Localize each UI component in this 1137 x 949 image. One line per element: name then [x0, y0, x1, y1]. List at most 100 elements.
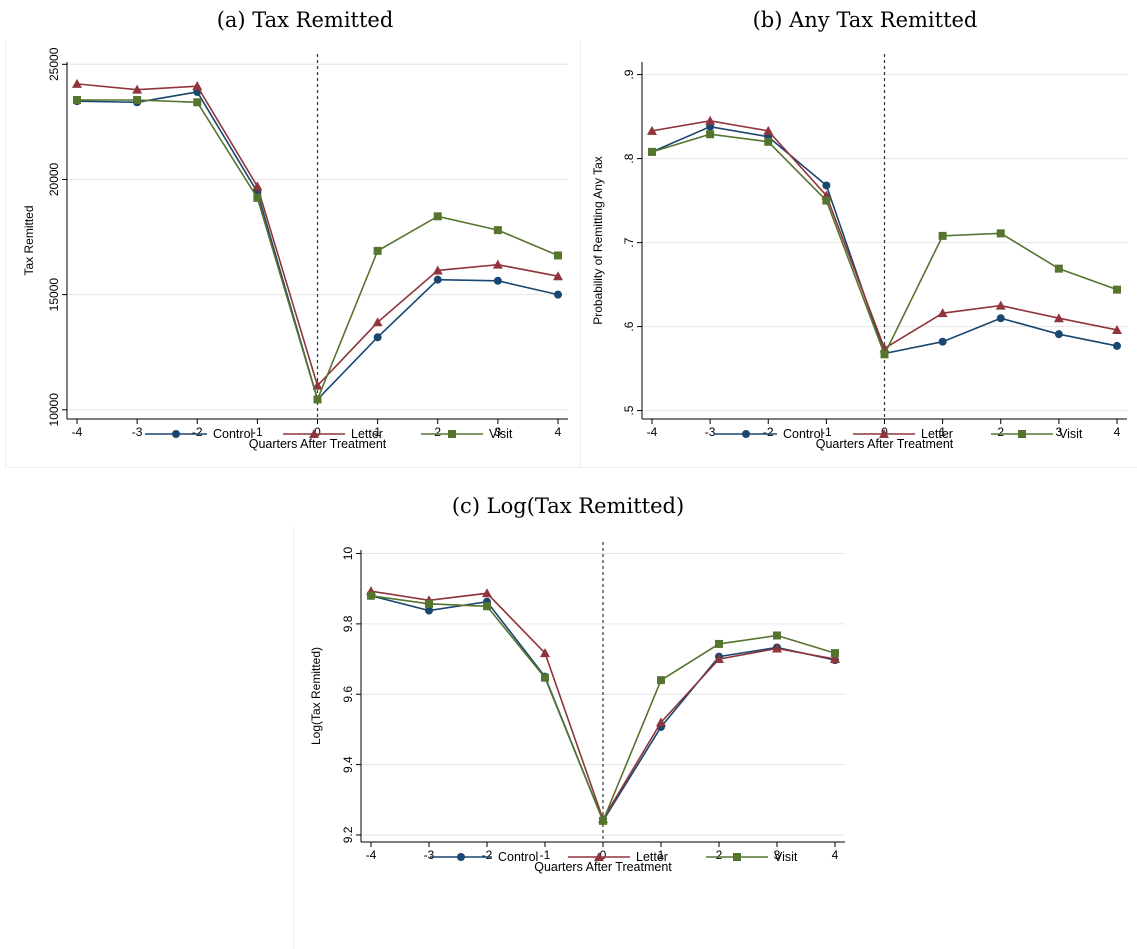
y-tick-label: .5: [622, 405, 636, 415]
legend-label-visit: Visit: [489, 427, 513, 441]
x-axis-title: Quarters After Treatment: [249, 437, 387, 451]
data-point-visit: [73, 96, 81, 105]
y-axis-title: Probability of Remitting Any Tax: [591, 156, 605, 325]
x-tick-label: 0: [600, 848, 607, 862]
legend-marker-visit: [1018, 430, 1026, 438]
x-tick-label: 3: [774, 848, 781, 862]
data-point-visit: [706, 130, 715, 139]
data-point-visit: [367, 591, 375, 600]
x-tick-label: -4: [647, 425, 658, 439]
data-point-visit: [433, 212, 442, 221]
x-tick-label: -1: [252, 425, 263, 439]
legend-label-letter: Letter: [921, 427, 953, 441]
y-tick-label: 15000: [47, 278, 61, 312]
y-tick-label: .8: [622, 153, 636, 163]
data-point-letter: [312, 380, 323, 390]
data-point-control: [1054, 330, 1063, 339]
x-tick-label: -4: [366, 848, 377, 862]
data-point-control: [433, 275, 442, 284]
x-tick-label: 2: [997, 425, 1004, 439]
y-tick-label: .9: [622, 69, 636, 79]
data-point-letter: [540, 648, 550, 658]
data-point-visit: [715, 639, 723, 648]
data-point-visit: [373, 246, 382, 255]
data-point-visit: [425, 599, 433, 608]
data-point-letter: [132, 84, 143, 94]
legend-label-visit: Visit: [774, 850, 798, 864]
data-point-visit: [764, 137, 773, 146]
legend-label-control: Control: [783, 427, 823, 441]
data-point-letter: [482, 588, 492, 598]
data-point-visit: [648, 147, 656, 156]
x-tick-label: 1: [939, 425, 946, 439]
data-point-letter: [937, 308, 948, 318]
data-point-visit: [483, 602, 491, 611]
caption-a: (a) Tax Remitted: [216, 8, 394, 32]
x-tick-label: 3: [1056, 425, 1063, 439]
data-point-visit: [493, 226, 502, 235]
data-point-visit: [773, 631, 781, 640]
y-tick-label: 9.2: [341, 826, 355, 843]
legend-marker-visit: [733, 853, 741, 861]
data-point-control: [1113, 341, 1121, 350]
y-tick-label: .6: [622, 321, 636, 331]
legend-label-control: Control: [498, 850, 538, 864]
data-point-visit: [313, 395, 322, 404]
data-point-visit: [599, 816, 607, 825]
x-tick-label: -1: [821, 425, 832, 439]
x-tick-label: 2: [716, 848, 723, 862]
legend-marker-letter: [309, 429, 319, 438]
x-tick-label: 2: [434, 425, 441, 439]
data-point-letter: [432, 265, 443, 275]
x-axis-title: Quarters After Treatment: [816, 437, 954, 451]
x-tick-label: -2: [763, 425, 774, 439]
data-point-letter: [656, 717, 666, 727]
y-tick-label: 9.6: [341, 686, 355, 703]
data-point-visit: [938, 231, 947, 240]
data-point-visit: [996, 229, 1005, 238]
data-point-control: [373, 333, 382, 342]
legend-label-control: Control: [213, 427, 253, 441]
data-point-letter: [252, 181, 263, 191]
legend-label-letter: Letter: [636, 850, 668, 864]
data-point-letter: [705, 115, 716, 125]
caption-b: (b) Any Tax Remitted: [752, 8, 978, 32]
x-tick-label: 0: [314, 425, 321, 439]
data-point-letter: [772, 643, 782, 653]
x-tick-label: -2: [482, 848, 493, 862]
data-point-letter: [714, 654, 724, 664]
legend-label-visit: Visit: [1059, 427, 1083, 441]
x-tick-label: 4: [832, 848, 839, 862]
data-point-visit: [193, 98, 202, 107]
x-tick-label: -2: [192, 425, 203, 439]
series-line-control: [370, 594, 836, 823]
x-tick-label: 4: [1114, 425, 1121, 439]
y-tick-label: .7: [622, 237, 636, 247]
x-tick-label: -1: [540, 848, 551, 862]
legend-marker-visit: [448, 430, 456, 438]
y-tick-label: 9.4: [341, 756, 355, 773]
panel-log-tax-remitted: 9.2 9.4 9.6 9.8 10 -4 -3 -2 -1 0 1 2 3 4 Quarters Afte…: [293, 526, 868, 949]
data-point-visit: [541, 673, 549, 682]
data-point-letter: [553, 271, 563, 281]
data-point-letter: [492, 259, 503, 269]
data-point-visit: [657, 676, 665, 685]
data-point-letter: [192, 81, 203, 91]
legend-marker-control: [457, 853, 465, 861]
data-point-letter: [1053, 313, 1064, 323]
panel-tax-remitted: 10000 15000 20000 25000 -4 -3 -2 -1 0 1 2 3 4 Quarter…: [5, 40, 580, 468]
data-point-visit: [554, 251, 562, 260]
data-point-control: [554, 290, 562, 299]
x-tick-label: 3: [495, 425, 502, 439]
y-axis-title: Log(Tax Remitted): [309, 647, 323, 745]
chart-log-tax-remitted: 9.2 9.4 9.6 9.8 10 -4 -3 -2 -1 0 1 2 3 4 Quarters Afte…: [309, 542, 845, 874]
y-tick-label: 25000: [47, 47, 61, 81]
series-line-visit: [651, 133, 1118, 357]
y-tick-label: 10: [341, 547, 355, 561]
data-point-visit: [822, 196, 831, 205]
caption-c: (c) Log(Tax Remitted): [451, 494, 685, 518]
data-point-visit: [253, 193, 262, 202]
y-tick-label: 9.8: [341, 615, 355, 632]
